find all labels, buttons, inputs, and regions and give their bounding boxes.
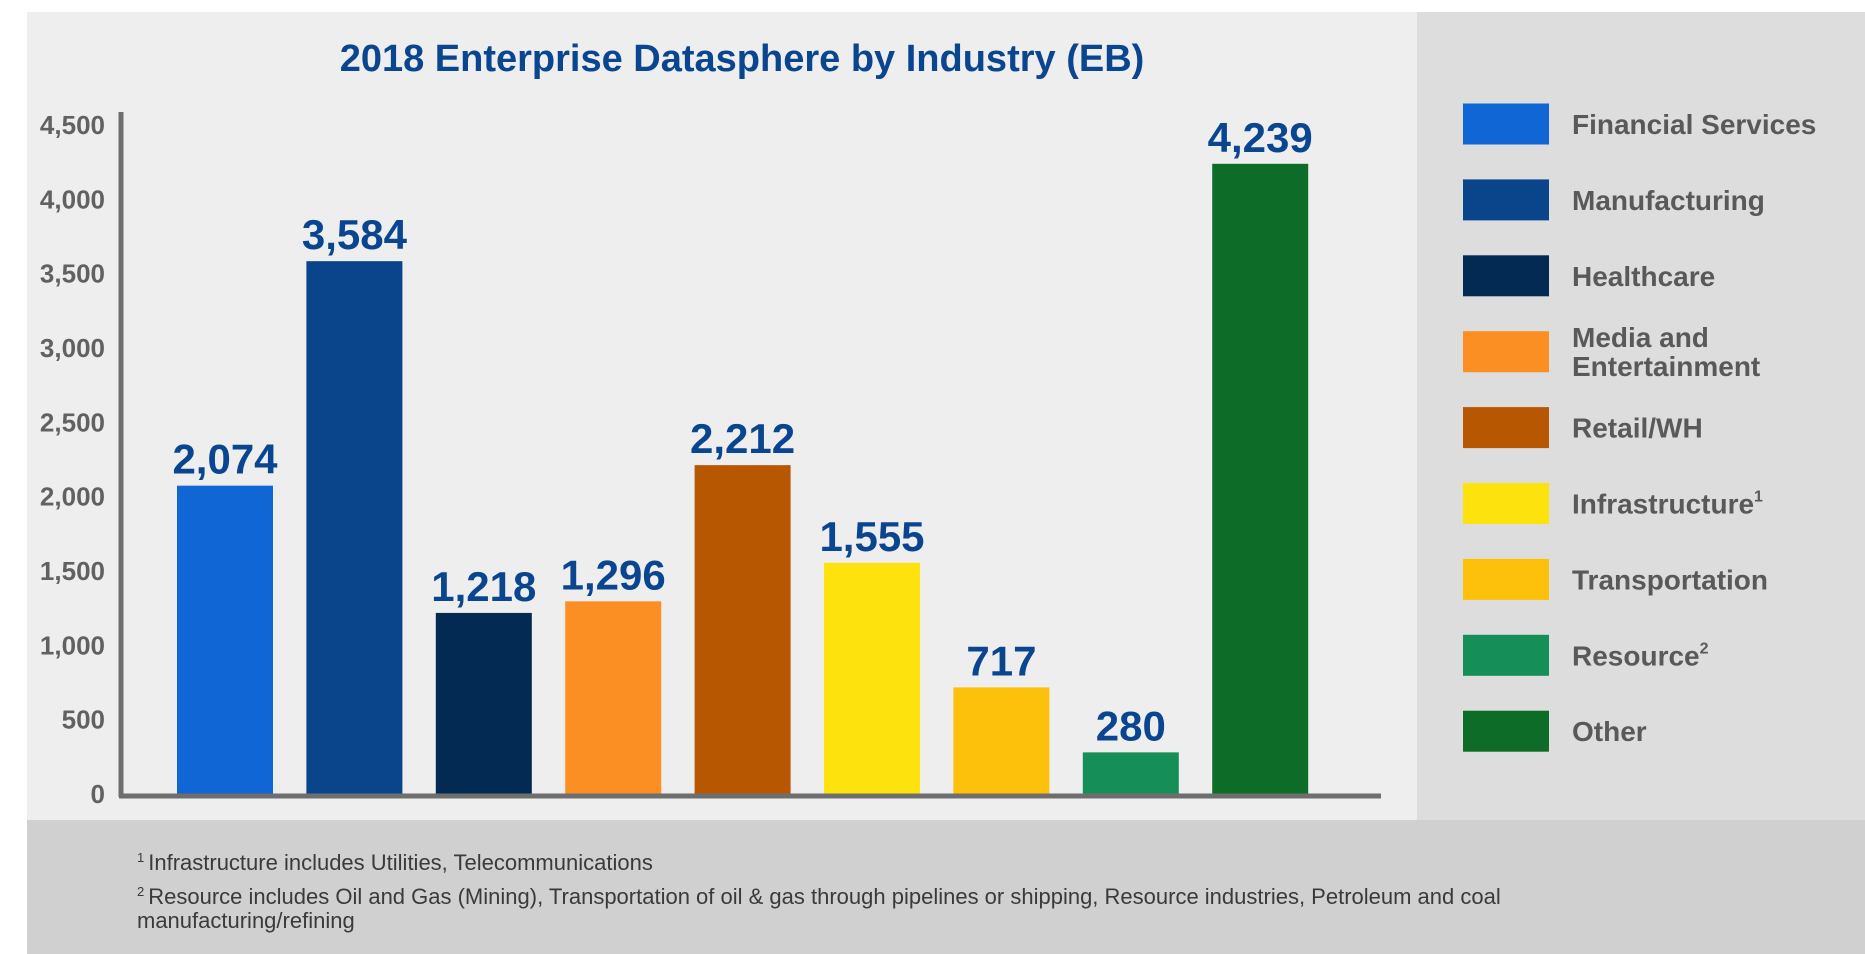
y-tick-label: 3,000 — [40, 333, 105, 363]
legend-label-text: Other — [1572, 716, 1647, 747]
y-tick-label: 500 — [62, 705, 105, 735]
legend-label: Retail/WH — [1572, 413, 1703, 444]
chart-plot: 0 500 1,000 1,500 2,000 2,500 3,000 3,500 4,000 4… — [40, 103, 1816, 809]
bar — [824, 562, 920, 794]
legend-swatch — [1463, 255, 1549, 297]
legend-label: Resource2 — [1572, 640, 1709, 671]
bar — [1212, 163, 1309, 794]
y-tick-label: 0 — [91, 779, 105, 809]
bars — [177, 163, 1309, 794]
legend-label: Other — [1572, 716, 1647, 747]
chart-title: 2018 Enterprise Datasphere by Industry (… — [339, 38, 1145, 80]
footnote-1-text: Infrastructure includes Utilities, Telec… — [148, 850, 653, 875]
legend: Financial Services Manufacturing Healthcar… — [1463, 103, 1816, 752]
data-label: 2,074 — [172, 436, 278, 483]
legend-item: Transportation — [1463, 558, 1768, 600]
data-label: 4,239 — [1208, 114, 1313, 161]
legend-label-text: Infrastructure — [1572, 489, 1754, 520]
bar — [435, 612, 532, 794]
legend-label: Manufacturing — [1572, 185, 1765, 216]
legend-label-text: Entertainment — [1572, 351, 1760, 382]
legend-swatch — [1463, 179, 1549, 221]
legend-item: Infrastructure1 — [1463, 483, 1763, 524]
legend-label: Healthcare — [1572, 261, 1715, 292]
legend-swatch — [1463, 103, 1549, 145]
footnote-2-text: Resource includes Oil and Gas (Mining), … — [137, 884, 1501, 933]
legend-label-text: Manufacturing — [1572, 185, 1765, 216]
legend-label: Financial Services — [1572, 109, 1816, 140]
bar — [694, 465, 791, 794]
bar — [953, 687, 1050, 794]
bar — [177, 485, 273, 794]
chart-figure: 1 Infrastructure includes Utilities, Tele… — [27, 12, 1865, 954]
legend-swatch — [1463, 407, 1549, 449]
legend-label-superscript: 2 — [1700, 640, 1709, 657]
y-tick-label: 1,000 — [40, 630, 105, 660]
legend-item: Retail/WH — [1463, 407, 1703, 449]
legend-item: Financial Services — [1463, 103, 1816, 145]
legend-label-text: Healthcare — [1572, 261, 1715, 292]
data-label: 717 — [966, 637, 1036, 684]
footnote-1-mark: 1 — [137, 850, 145, 865]
legend-item: Other — [1463, 710, 1647, 752]
legend-swatch — [1463, 634, 1549, 676]
legend-item: Resource2 — [1463, 634, 1709, 676]
data-label: 1,555 — [819, 513, 924, 560]
y-tick-label: 2,500 — [40, 407, 105, 437]
legend-item: Manufacturing — [1463, 179, 1765, 221]
legend-label-text: Resource — [1572, 640, 1700, 671]
legend-label-text: Media and — [1572, 322, 1709, 353]
y-tick-label: 4,500 — [40, 110, 105, 140]
legend-label-superscript: 1 — [1754, 489, 1763, 506]
data-label: 280 — [1096, 702, 1166, 749]
bar — [306, 261, 403, 794]
legend-swatch — [1463, 483, 1549, 524]
bar — [1082, 752, 1179, 794]
data-label: 3,584 — [302, 211, 408, 258]
y-tick-label: 2,000 — [40, 482, 105, 512]
y-tick-label: 1,500 — [40, 556, 105, 586]
data-label: 2,212 — [690, 415, 795, 462]
data-labels: 2,074 3,584 1,218 1,296 2,212 1,555 717 280 4,23… — [172, 114, 1312, 750]
data-label: 1,218 — [431, 563, 536, 610]
axes — [118, 112, 1381, 799]
legend-label: Media and — [1572, 322, 1709, 353]
legend-swatch — [1463, 331, 1549, 373]
footnote-2: 2 Resource includes Oil and Gas (Mining),… — [137, 880, 1697, 933]
footnote-1: 1 Infrastructure includes Utilities, Tele… — [137, 846, 1537, 875]
bar — [565, 601, 662, 794]
legend-label: Entertainment — [1572, 351, 1760, 382]
data-label: 1,296 — [561, 551, 666, 598]
legend-label: Infrastructure1 — [1572, 489, 1763, 520]
legend-label-text: Retail/WH — [1572, 413, 1703, 444]
y-axis-tick-labels: 0 500 1,000 1,500 2,000 2,500 3,000 3,500 4,000 4… — [40, 110, 105, 809]
legend-item: Healthcare — [1463, 255, 1715, 297]
legend-label: Transportation — [1572, 564, 1768, 595]
y-tick-label: 3,500 — [40, 259, 105, 289]
legend-swatch — [1463, 558, 1549, 600]
footnote-panel: 1 Infrastructure includes Utilities, Tele… — [27, 820, 1865, 954]
y-tick-label: 4,000 — [40, 184, 105, 214]
footnote-2-mark: 2 — [137, 884, 145, 899]
legend-swatch — [1463, 710, 1549, 752]
legend-label-text: Financial Services — [1572, 109, 1816, 140]
legend-label-text: Transportation — [1572, 564, 1768, 595]
